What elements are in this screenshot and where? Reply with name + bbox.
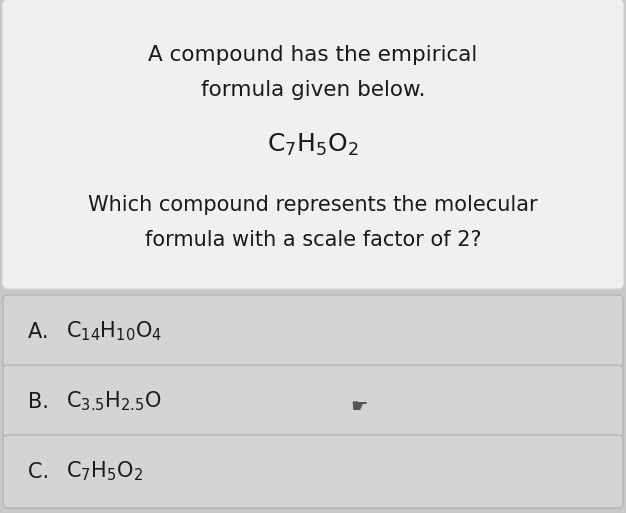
Text: $\mathsf{C_{14}H_{10}O_4}$: $\mathsf{C_{14}H_{10}O_4}$: [66, 320, 162, 343]
Text: B.: B.: [28, 391, 56, 411]
Text: C.: C.: [28, 462, 56, 482]
Text: $\mathsf{C_7H_5O_2}$: $\mathsf{C_7H_5O_2}$: [66, 460, 143, 483]
Text: $\mathsf{C_7H_5O_2}$: $\mathsf{C_7H_5O_2}$: [267, 132, 359, 158]
Text: formula given below.: formula given below.: [201, 80, 425, 100]
FancyBboxPatch shape: [3, 295, 623, 368]
Text: A.: A.: [28, 322, 55, 342]
Text: formula with a scale factor of 2?: formula with a scale factor of 2?: [145, 230, 481, 250]
Text: Which compound represents the molecular: Which compound represents the molecular: [88, 195, 538, 215]
FancyBboxPatch shape: [3, 435, 623, 508]
Text: ☛: ☛: [350, 397, 367, 416]
Text: $\mathsf{C_{3.5}H_{2.5}O}$: $\mathsf{C_{3.5}H_{2.5}O}$: [66, 390, 162, 413]
FancyBboxPatch shape: [2, 0, 624, 289]
FancyBboxPatch shape: [3, 365, 623, 438]
Text: A compound has the empirical: A compound has the empirical: [148, 45, 478, 65]
